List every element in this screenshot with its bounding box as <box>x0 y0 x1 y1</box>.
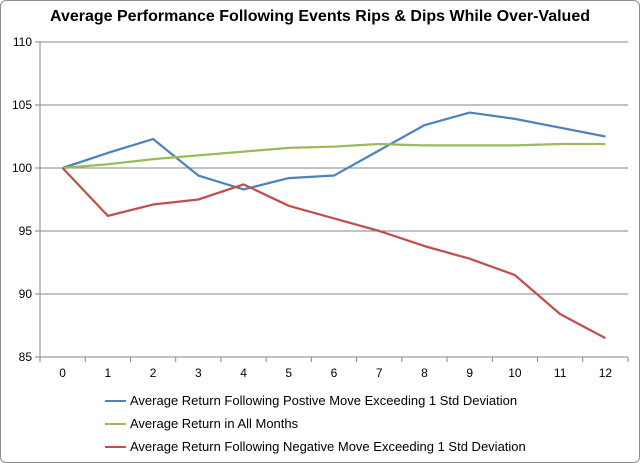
legend-swatch <box>105 445 126 448</box>
x-tick-label: 7 <box>376 366 383 380</box>
series-line-3 <box>61 167 606 340</box>
legend-label: Average Return Following Postive Move Ex… <box>130 393 518 408</box>
chart-legend: Average Return Following Postive Move Ex… <box>105 389 526 458</box>
x-tick-label: 12 <box>599 366 613 380</box>
legend-item: Average Return Following Negative Move E… <box>105 435 526 458</box>
y-axis-ticks: 85 90 95 100 105 110 <box>12 35 32 364</box>
y-tick-label: 90 <box>19 287 33 301</box>
series-line-1 <box>62 111 606 191</box>
series-lines <box>61 111 606 340</box>
x-tick-label: 5 <box>285 366 292 380</box>
chart-title: Average Performance Following Events Rip… <box>50 8 590 25</box>
legend-item: Average Return Following Postive Move Ex… <box>105 389 526 412</box>
legend-swatch <box>105 399 126 402</box>
series-line-2 <box>62 142 606 170</box>
y-tick-label: 100 <box>12 161 32 175</box>
axes <box>35 41 629 362</box>
x-tick-label: 2 <box>150 366 157 380</box>
legend-swatch <box>105 422 126 425</box>
x-tick-label: 1 <box>105 366 112 380</box>
legend-label: Average Return in All Months <box>130 416 299 431</box>
x-tick-label: 11 <box>554 366 567 380</box>
x-tick-label: 3 <box>195 366 202 380</box>
y-tick-label: 110 <box>13 35 32 49</box>
legend-label: Average Return Following Negative Move E… <box>130 439 526 454</box>
y-tick-label: 95 <box>19 224 33 238</box>
x-tick-label: 10 <box>508 366 522 380</box>
x-tick-label: 6 <box>331 366 338 380</box>
x-axis-ticks: 0 1 2 3 4 5 6 7 8 9 10 11 12 <box>59 366 612 380</box>
legend-item: Average Return in All Months <box>105 412 526 435</box>
x-tick-label: 9 <box>466 366 473 380</box>
y-tick-label: 105 <box>12 98 32 112</box>
x-tick-label: 4 <box>240 366 247 380</box>
x-tick-label: 8 <box>421 366 428 380</box>
y-tick-label: 85 <box>19 350 33 364</box>
x-tick-label: 0 <box>59 366 66 380</box>
gridlines <box>40 41 628 358</box>
